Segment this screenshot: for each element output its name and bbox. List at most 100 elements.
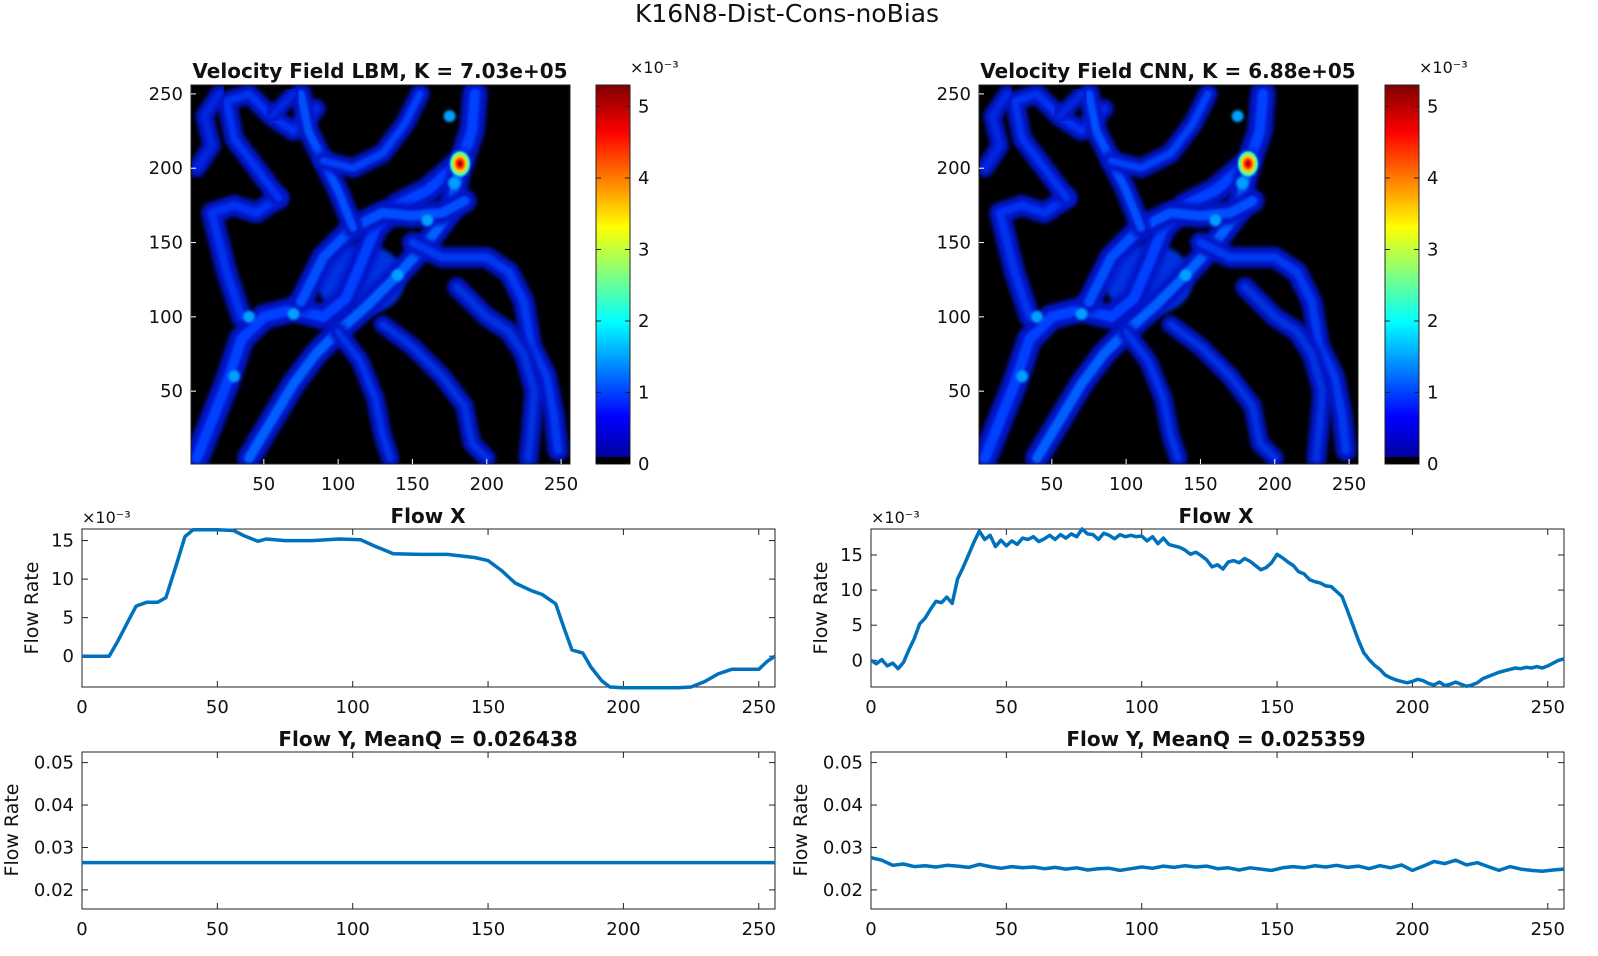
x-tick-label: 0 (865, 919, 876, 940)
y-tick-label: 250 (149, 84, 183, 105)
velocity-hotspot (1236, 148, 1260, 179)
y-tick-label: 100 (149, 307, 183, 328)
y-tick-label: 50 (948, 381, 971, 402)
velocity-field-cnn-panel: Velocity Field CNN, K = 6.88e+05 50 100 15… (937, 58, 1468, 495)
flow-x-lbm-ticks: 0 50 100 150 200 250 0 5 10 15 (51, 529, 776, 718)
flow-y-cnn-axes (870, 751, 1565, 910)
flow-x-cnn-exponent: ×10⁻³ (871, 508, 920, 527)
y-tick-label: 0.04 (34, 795, 74, 816)
channel-core (244, 155, 467, 463)
x-tick-label: 100 (321, 474, 355, 495)
x-tick-label: 150 (1183, 474, 1217, 495)
channel-core (408, 238, 563, 455)
channel-core (1084, 196, 1258, 307)
velocity-cnn-field (979, 85, 1357, 464)
colorbar-tick-label: 4 (1427, 168, 1438, 189)
x-tick-label: 250 (742, 919, 776, 940)
x-tick-label: 0 (865, 697, 876, 718)
channel-core (1122, 328, 1182, 462)
y-tick-label: 0.03 (34, 837, 74, 858)
throat-highlight (1075, 307, 1088, 320)
channel-core (981, 90, 1011, 172)
x-tick-label: 50 (995, 919, 1018, 940)
flow-y-lbm-ylabel: Flow Rate (1, 784, 23, 877)
channel-core (319, 90, 424, 172)
flow-y-lbm-panel: Flow Y, MeanQ = 0.026438 Flow Rate 0 50 10… (1, 727, 776, 940)
colorbar-tick-label: 1 (1427, 382, 1438, 403)
colorbar-tick-label: 1 (638, 382, 649, 403)
velocity-cnn-ticks: 50 100 150 200 250 50 100 150 200 250 (937, 84, 1367, 495)
channel-core (379, 321, 491, 462)
colorbar-tick-label: 5 (638, 96, 649, 117)
colorbar-tick-label: 2 (1427, 311, 1438, 332)
x-tick-label: 250 (742, 697, 776, 718)
velocity-lbm-colorbar (595, 84, 631, 465)
flow-x-lbm-exponent: ×10⁻³ (82, 508, 131, 527)
x-tick-label: 250 (544, 474, 578, 495)
channel-core (1056, 91, 1085, 120)
flow-y-lbm-ticks: 0 50 100 150 200 250 0.02 0.03 0.04 0.05 (34, 752, 776, 940)
figure-title: K16N8-Dist-Cons-noBias (635, 0, 939, 28)
throat-highlight (1179, 269, 1192, 282)
channel-core (223, 90, 320, 202)
x-tick-label: 100 (1125, 919, 1159, 940)
flow-x-lbm-ylabel: Flow Rate (21, 562, 43, 655)
channel-core (193, 90, 223, 172)
x-tick-label: 200 (1258, 474, 1292, 495)
channel-core (1107, 90, 1212, 172)
velocity-lbm-title: Velocity Field LBM, K = 7.03e+05 (192, 59, 567, 83)
flow-y-cnn-ylabel: Flow Rate (790, 784, 812, 877)
throat-highlight (1231, 110, 1244, 123)
x-tick-label: 100 (336, 697, 370, 718)
flow-y-cnn-line (870, 855, 1565, 873)
channel-core (1241, 283, 1326, 462)
throat-highlight (243, 310, 255, 323)
channel-core (207, 193, 283, 321)
channel-core (453, 283, 538, 462)
velocity-cnn-colorbar-zero-band (1385, 457, 1419, 464)
colorbar-tick-label: 2 (638, 311, 649, 332)
x-tick-label: 100 (336, 919, 370, 940)
colorbar-tick-label: 4 (638, 168, 649, 189)
throat-highlight (448, 177, 460, 190)
x-tick-label: 0 (76, 919, 87, 940)
channel-core (995, 193, 1071, 321)
x-tick-label: 200 (470, 474, 504, 495)
velocity-channels (979, 85, 1357, 464)
throat-highlight (421, 214, 434, 227)
y-tick-label: 5 (63, 608, 74, 629)
x-tick-label: 50 (206, 697, 229, 718)
x-tick-label: 50 (1040, 474, 1063, 495)
y-tick-label: 0 (852, 650, 863, 671)
x-tick-label: 250 (1332, 474, 1366, 495)
channel-core (1011, 90, 1108, 202)
x-tick-label: 50 (995, 697, 1018, 718)
throat-highlight (228, 370, 241, 383)
velocity-lbm-axes-box (190, 84, 571, 465)
y-tick-label: 10 (51, 569, 74, 590)
colorbar-tick-label: 3 (1427, 239, 1438, 260)
colorbar-tick-label: 5 (1427, 96, 1438, 117)
velocity-cnn-colorbar-ticks: 0 1 2 3 4 5 (1385, 96, 1438, 475)
channel-core (296, 196, 470, 307)
channel-core (1032, 155, 1255, 463)
colorbar-tick-label: 0 (1427, 454, 1438, 475)
velocity-lbm-field (191, 85, 569, 464)
velocity-field-lbm-panel: Velocity Field LBM, K = 7.03e+05 50 100 15… (149, 58, 679, 495)
throat-highlight (443, 110, 456, 123)
velocity-lbm-colorbar-zero-band (596, 457, 630, 464)
x-tick-label: 250 (1531, 919, 1565, 940)
x-tick-label: 100 (1109, 474, 1143, 495)
channel-core (334, 328, 394, 462)
x-tick-label: 0 (76, 697, 87, 718)
velocity-lbm-colorbar-ticks: 0 1 2 3 4 5 (596, 96, 649, 475)
flow-x-lbm-line (82, 528, 776, 690)
x-tick-label: 150 (1260, 919, 1294, 940)
y-tick-label: 200 (149, 158, 183, 179)
velocity-cnn-colorbar-exponent: ×10⁻³ (1419, 58, 1468, 77)
flow-y-cnn-ticks: 0 50 100 150 200 250 0.02 0.03 0.04 0.05 (823, 752, 1565, 940)
flow-y-lbm-title: Flow Y, MeanQ = 0.026438 (278, 727, 577, 751)
y-tick-label: 100 (937, 307, 971, 328)
x-tick-label: 200 (1395, 697, 1429, 718)
